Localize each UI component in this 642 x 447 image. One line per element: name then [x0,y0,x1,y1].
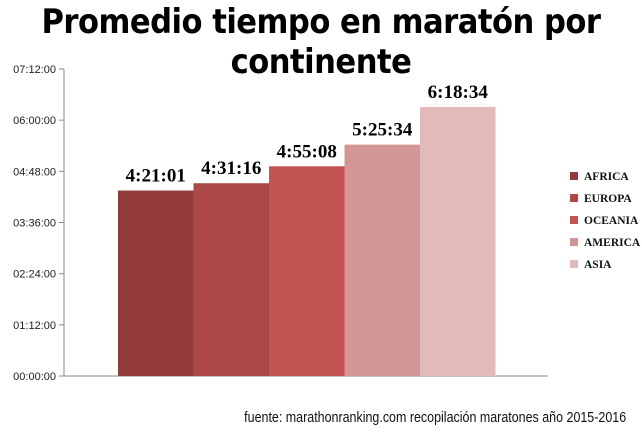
bar-asia [420,106,496,377]
data-label-asia: 6:18:34 [428,82,489,103]
bars: 4:21:01 4:31:16 4:55:08 5:25:34 6:18:34 [118,82,496,377]
legend-swatch-oceania [570,216,578,224]
y-tick-label: 04:48:00 [13,166,56,178]
legend-swatch-africa [570,172,578,180]
bar-africa [118,190,194,376]
y-tick-label: 03:36:00 [13,218,56,230]
axes: 00:00:00 01:12:00 02:24:00 03:36:00 04:48:00… [13,64,548,383]
legend-label-oceania: OCEANIA [584,215,639,227]
y-tick-label: 01:12:00 [13,320,56,332]
legend-swatch-america [570,238,578,246]
legend: AFRICA EUROPA OCEANIA AMERICA ASIA [570,171,641,271]
legend-swatch-asia [570,260,578,268]
data-label-oceania: 4:55:08 [277,141,337,162]
bar-europa [193,183,269,376]
y-tick-label: 00:00:00 [13,371,56,383]
y-tick-label: 07:12:00 [13,64,56,76]
bar-oceania [269,166,345,376]
y-tick-label: 06:00:00 [13,115,56,127]
legend-swatch-europa [570,194,578,202]
bar-america [344,144,420,376]
data-label-africa: 4:21:01 [126,166,186,187]
legend-label-europa: EUROPA [584,193,632,205]
legend-label-asia: ASIA [584,259,612,271]
chart-title: Promedio tiempo en maratón por continent… [41,2,601,82]
y-tick-label: 02:24:00 [13,269,56,281]
data-label-europa: 4:31:16 [201,158,261,179]
data-label-america: 5:25:34 [352,120,413,141]
legend-label-africa: AFRICA [584,171,629,183]
source-note: fuente: marathonranking.com recopilación… [244,410,626,426]
legend-label-america: AMERICA [584,237,641,249]
